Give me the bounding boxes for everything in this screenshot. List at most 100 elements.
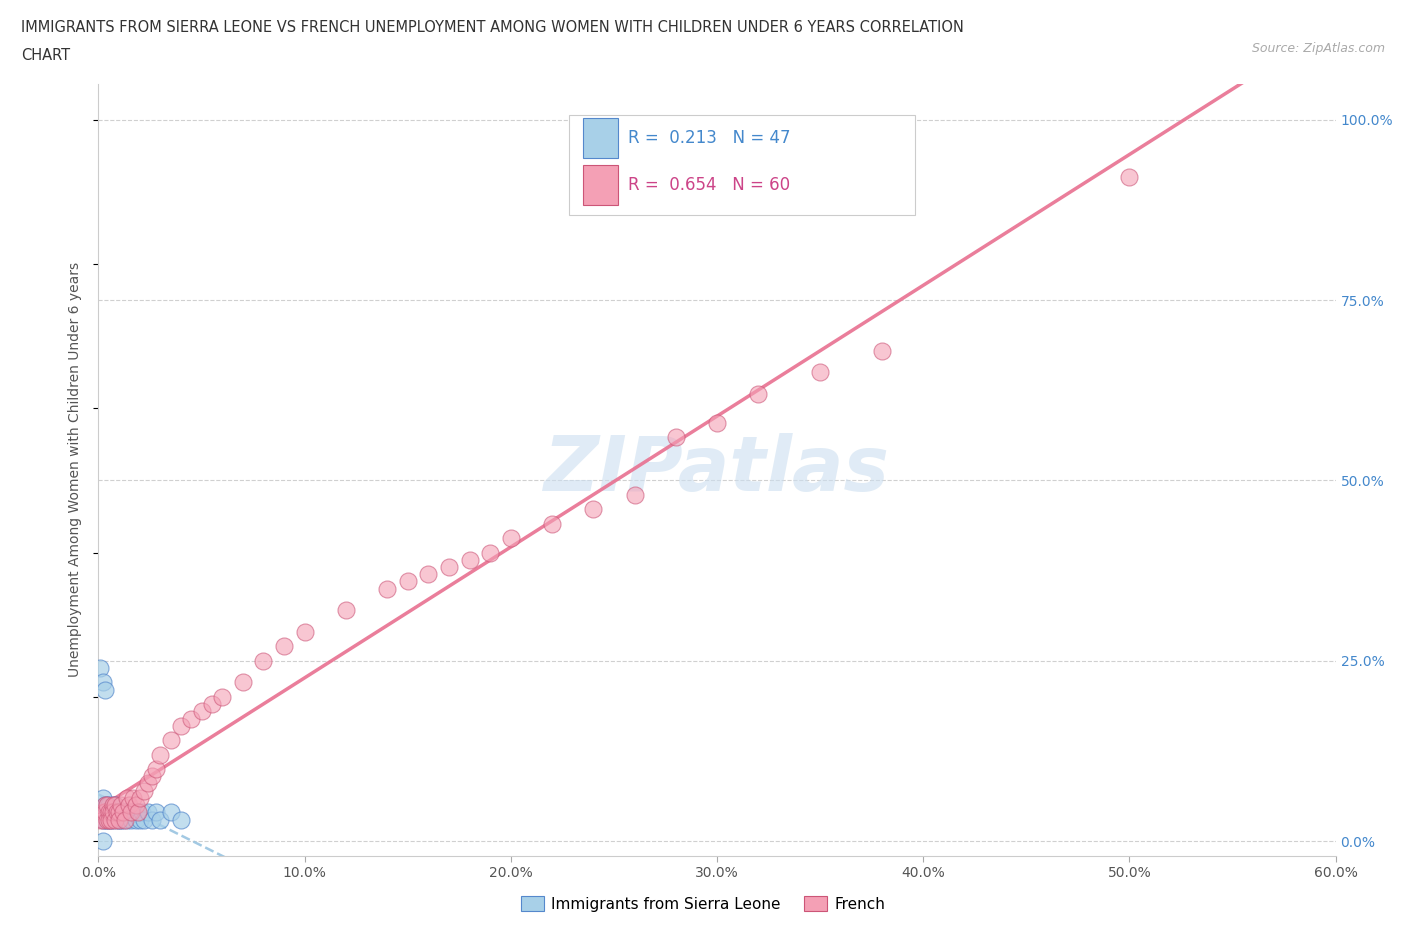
Point xyxy=(114,804,136,819)
Bar xyxy=(568,114,915,215)
Point xyxy=(136,804,159,819)
Point xyxy=(96,798,118,813)
Point xyxy=(128,790,150,805)
Point xyxy=(108,812,131,827)
Point xyxy=(396,574,419,589)
Point xyxy=(105,804,128,819)
Point xyxy=(101,804,124,819)
Point xyxy=(118,798,141,813)
Point xyxy=(136,776,159,790)
Point xyxy=(180,711,202,726)
Text: CHART: CHART xyxy=(21,48,70,63)
Point xyxy=(170,812,193,827)
Point xyxy=(582,502,605,517)
Point xyxy=(437,560,460,575)
Text: R =  0.213   N = 47: R = 0.213 N = 47 xyxy=(628,128,790,147)
Point xyxy=(89,660,111,675)
Point xyxy=(747,387,769,402)
FancyBboxPatch shape xyxy=(583,117,619,158)
Point xyxy=(97,804,120,819)
Point xyxy=(870,343,893,358)
Text: R =  0.654   N = 60: R = 0.654 N = 60 xyxy=(628,176,790,193)
Point xyxy=(145,762,167,777)
Point xyxy=(96,804,118,819)
Point xyxy=(93,804,115,819)
Point xyxy=(91,804,114,819)
Point xyxy=(91,675,114,690)
Point xyxy=(104,804,127,819)
Point xyxy=(141,812,163,827)
Point xyxy=(201,697,224,711)
Point xyxy=(170,718,193,733)
Point xyxy=(294,625,316,640)
Point xyxy=(112,804,135,819)
Point xyxy=(124,812,146,827)
Point xyxy=(110,812,132,827)
Point xyxy=(93,804,115,819)
Point xyxy=(132,783,155,798)
Point xyxy=(91,812,114,827)
Point xyxy=(110,804,132,819)
Point xyxy=(110,798,132,813)
Point xyxy=(145,804,167,819)
Point xyxy=(117,790,139,805)
Y-axis label: Unemployment Among Women with Children Under 6 years: Unemployment Among Women with Children U… xyxy=(69,262,83,677)
Point xyxy=(101,812,124,827)
Point xyxy=(105,812,128,827)
Point xyxy=(104,798,127,813)
Text: IMMIGRANTS FROM SIERRA LEONE VS FRENCH UNEMPLOYMENT AMONG WOMEN WITH CHILDREN UN: IMMIGRANTS FROM SIERRA LEONE VS FRENCH U… xyxy=(21,20,965,35)
Text: ZIPatlas: ZIPatlas xyxy=(544,432,890,507)
Point xyxy=(100,804,122,819)
Point xyxy=(141,769,163,784)
Point xyxy=(96,812,118,827)
Point xyxy=(104,798,127,813)
Point xyxy=(808,365,831,379)
Point xyxy=(499,531,522,546)
Point xyxy=(100,812,122,827)
Point xyxy=(232,675,254,690)
Point xyxy=(131,804,153,819)
Point xyxy=(97,812,120,827)
Point xyxy=(665,430,688,445)
Point xyxy=(117,812,139,827)
Point xyxy=(127,804,149,819)
Point xyxy=(96,812,118,827)
FancyBboxPatch shape xyxy=(583,165,619,205)
Point xyxy=(97,812,120,827)
Point xyxy=(100,804,122,819)
Point xyxy=(89,812,111,827)
Legend: Immigrants from Sierra Leone, French: Immigrants from Sierra Leone, French xyxy=(515,889,891,918)
Point xyxy=(93,798,115,813)
Point xyxy=(89,804,111,819)
Point xyxy=(541,516,564,531)
Point xyxy=(108,804,131,819)
Point xyxy=(120,812,142,827)
Point xyxy=(112,812,135,827)
Point xyxy=(149,812,172,827)
Point xyxy=(273,639,295,654)
Point xyxy=(128,812,150,827)
Point xyxy=(132,812,155,827)
Point xyxy=(124,798,146,813)
Point xyxy=(706,416,728,431)
Point xyxy=(252,654,274,669)
Point xyxy=(418,566,440,581)
Point xyxy=(118,804,141,819)
Point xyxy=(108,804,131,819)
Point xyxy=(93,798,115,813)
Point xyxy=(105,804,128,819)
Point xyxy=(335,603,357,618)
Point xyxy=(120,804,142,819)
Point xyxy=(190,704,212,719)
Point xyxy=(211,689,233,704)
Point xyxy=(100,812,122,827)
Point xyxy=(375,581,398,596)
Point xyxy=(108,812,131,827)
Point xyxy=(114,812,136,827)
Point xyxy=(1118,170,1140,185)
Point xyxy=(96,798,118,813)
Point xyxy=(623,487,645,502)
Point xyxy=(458,552,481,567)
Point xyxy=(91,812,114,827)
Point xyxy=(112,804,135,819)
